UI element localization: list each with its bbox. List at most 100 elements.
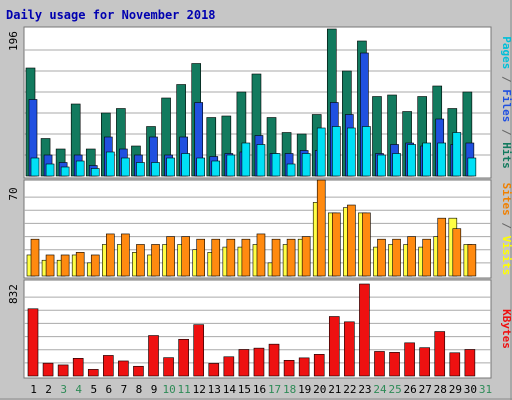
x-tick-label: 10 (162, 383, 175, 396)
legend-label: / (500, 122, 512, 142)
bar-kbytes-day-22 (344, 321, 355, 377)
legend-label: Files (500, 89, 512, 122)
legend-label: / (500, 216, 512, 236)
bar-kbytes-day-28 (434, 331, 446, 377)
x-tick-label: 21 (328, 383, 341, 396)
bar-pages-day-10 (166, 157, 175, 177)
bar-kbytes-day-16 (253, 347, 265, 377)
bar-sites-day-9 (151, 244, 160, 277)
bar-pages-day-18 (286, 163, 296, 177)
bar-pages-day-11 (181, 153, 190, 177)
bar-sites-day-1 (30, 238, 40, 277)
bar-kbytes-day-12 (193, 324, 205, 377)
x-tick-label: 23 (358, 383, 371, 396)
bar-sites-day-2 (45, 254, 55, 277)
bar-kbytes-day-13 (208, 363, 220, 377)
x-tick-label: 5 (90, 383, 97, 396)
bar-kbytes-day-29 (449, 352, 461, 377)
bar-pages-day-1 (30, 157, 40, 177)
bar-pages-day-5 (90, 168, 100, 177)
bar-pages-day-21 (331, 126, 341, 177)
bar-kbytes-day-9 (148, 335, 159, 377)
x-tick-label: 30 (464, 383, 477, 396)
panel-top-ymax-label: 196 (7, 31, 20, 51)
bar-kbytes-day-25 (389, 352, 400, 377)
bar-kbytes-day-26 (404, 342, 415, 377)
bar-pages-day-13 (211, 160, 221, 177)
bar-kbytes-day-7 (118, 360, 129, 377)
bar-sites-day-14 (226, 238, 236, 277)
x-tick-label: 18 (283, 383, 296, 396)
bar-kbytes-day-2 (42, 362, 54, 377)
panel-mid-legend: Sites / Visits (500, 183, 512, 276)
bar-kbytes-day-14 (223, 356, 235, 377)
x-tick-label: 13 (208, 383, 221, 396)
panel-bot-legend: KBytes (500, 309, 512, 349)
series-kbytes (27, 283, 476, 377)
bar-kbytes-day-17 (268, 343, 280, 377)
bar-sites-day-11 (181, 236, 190, 277)
x-tick-label: 25 (388, 383, 401, 396)
x-tick-label: 4 (75, 383, 82, 396)
bar-pages-day-27 (422, 142, 431, 177)
bar-sites-day-12 (196, 238, 206, 277)
series-pages (30, 126, 477, 177)
bar-sites-day-8 (136, 244, 145, 277)
bar-pages-day-4 (75, 160, 85, 177)
bar-pages-day-15 (241, 142, 251, 177)
bar-sites-day-18 (286, 238, 296, 277)
panel-mid: 70 Sites / Visits (7, 179, 512, 279)
bar-pages-day-26 (407, 144, 416, 177)
bar-kbytes-day-5 (87, 369, 99, 377)
bar-kbytes-day-23 (359, 283, 370, 377)
x-tick-label: 28 (434, 383, 447, 396)
chart-title: Daily usage for November 2018 (6, 8, 216, 22)
x-tick-label: 7 (121, 383, 128, 396)
bar-sites-day-27 (422, 238, 431, 277)
bar-sites-day-22 (347, 204, 356, 277)
bar-kbytes-day-11 (178, 338, 189, 377)
bar-sites-day-25 (392, 238, 401, 277)
bar-pages-day-30 (467, 157, 477, 177)
x-tick-label: 16 (253, 383, 266, 396)
x-tick-label: 15 (238, 383, 251, 396)
x-tick-label: 8 (136, 383, 143, 396)
bar-sites-day-29 (452, 228, 462, 277)
x-tick-label: 6 (106, 383, 113, 396)
bar-pages-day-24 (377, 154, 386, 177)
x-tick-label: 31 (479, 383, 492, 396)
bar-kbytes-day-1 (27, 308, 39, 377)
panel-top-legend: Pages / Files / Hits (500, 36, 512, 169)
bar-kbytes-day-21 (328, 316, 340, 377)
bar-pages-day-9 (151, 162, 160, 177)
legend-label: KBytes (500, 309, 512, 349)
bar-pages-day-7 (121, 157, 130, 177)
bar-sites-day-5 (90, 254, 100, 277)
bar-sites-day-24 (377, 238, 386, 277)
x-tick-label: 12 (193, 383, 206, 396)
x-tick-label: 26 (404, 383, 417, 396)
bar-sites-day-10 (166, 236, 175, 277)
bar-pages-day-6 (106, 151, 115, 177)
bar-pages-day-2 (45, 163, 55, 177)
bar-kbytes-day-15 (238, 349, 250, 377)
bar-pages-day-16 (256, 144, 266, 177)
bar-sites-day-20 (316, 179, 326, 277)
panel-bot: 832 KBytes (7, 279, 512, 379)
legend-label: Pages (500, 36, 512, 69)
x-tick-label: 24 (373, 383, 387, 396)
bar-sites-day-26 (407, 236, 416, 277)
panel-bot-ymax-label: 832 (7, 284, 20, 304)
legend-label: Visits (500, 236, 512, 276)
bar-pages-day-22 (347, 127, 356, 177)
x-tick-label: 20 (313, 383, 326, 396)
bar-pages-day-19 (301, 153, 311, 177)
x-tick-label: 3 (60, 383, 67, 396)
bar-pages-day-20 (316, 127, 326, 177)
bar-sites-day-7 (121, 233, 130, 277)
legend-label: / (500, 69, 512, 89)
bar-sites-day-13 (211, 238, 221, 277)
x-tick-label: 14 (223, 383, 237, 396)
bar-sites-day-15 (241, 238, 251, 277)
series-sites (30, 179, 477, 277)
